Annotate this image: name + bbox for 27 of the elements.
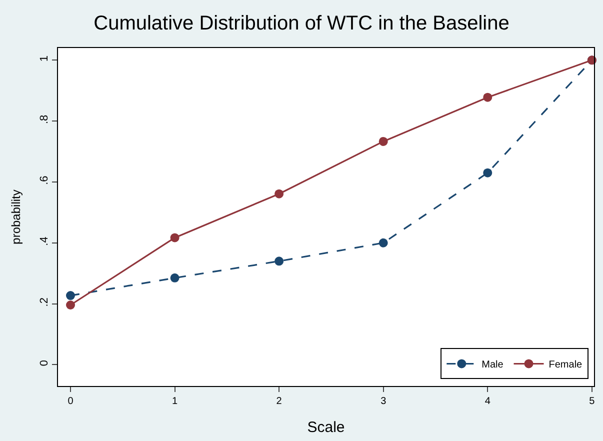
y-tick-label: .6 — [38, 176, 51, 185]
point — [378, 136, 388, 146]
point — [378, 238, 388, 248]
legend-label: Male — [482, 360, 504, 371]
legend-label: Female — [548, 360, 583, 371]
x-tick-label: 4 — [484, 396, 491, 407]
y-tick-label: .8 — [38, 114, 51, 124]
y-tick-label: 0 — [38, 360, 51, 366]
x-tick-label: 1 — [172, 396, 178, 407]
point — [66, 291, 76, 300]
y-tick-label: .4 — [38, 236, 51, 246]
x-tick-label: 5 — [589, 396, 596, 407]
point — [66, 300, 76, 310]
chart-title: Cumulative Distribution of WTC in the Baseline — [94, 12, 510, 34]
y-tick-label: .2 — [38, 298, 51, 307]
point — [274, 189, 284, 198]
y-tick-label: 1 — [38, 55, 51, 62]
x-tick-label: 2 — [276, 396, 282, 407]
x-tick-label: 3 — [380, 396, 387, 407]
x-tick-label: 0 — [68, 396, 74, 407]
point — [483, 92, 492, 102]
point — [170, 233, 180, 242]
x-axis-title: Scale — [307, 419, 345, 436]
point — [274, 256, 284, 266]
point — [483, 168, 492, 178]
point — [170, 273, 180, 282]
y-axis-title: probability — [8, 190, 23, 244]
